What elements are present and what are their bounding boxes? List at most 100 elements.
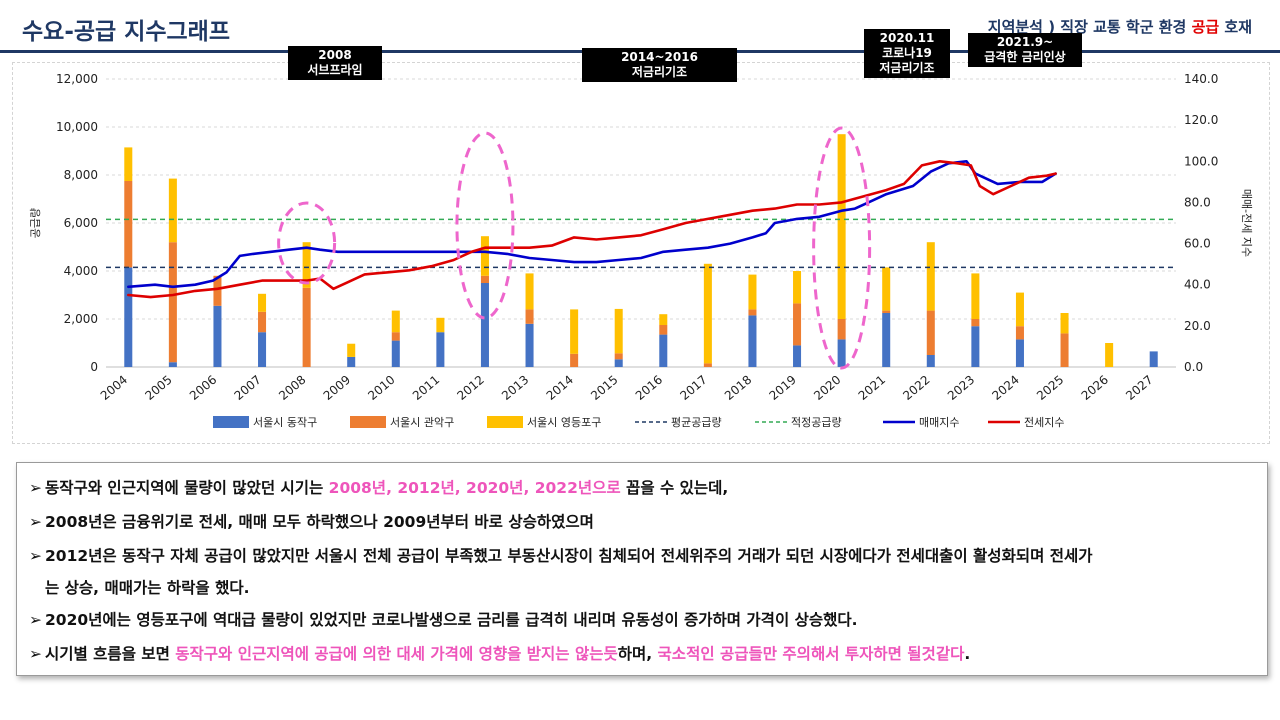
bar-서울시-관악구 [748, 309, 757, 316]
y-right-tick-label: 100.0 [1184, 154, 1218, 168]
x-tick-label: 2011 [410, 373, 442, 403]
y-left-tick-label: 0 [90, 360, 98, 374]
arrow-bullet-icon: ➢ [29, 611, 42, 629]
bar-서울시-관악구 [1060, 333, 1069, 367]
bar-서울시-동작구 [793, 345, 802, 367]
legend-label: 전세지수 [1024, 416, 1064, 429]
x-tick-label: 2027 [1123, 373, 1155, 403]
y-right-tick-label: 140.0 [1184, 72, 1218, 86]
bar-서울시-동작구 [213, 305, 222, 367]
bar-서울시-관악구 [882, 310, 891, 313]
x-tick-label: 2006 [187, 373, 219, 403]
bar-서울시-영등포구 [168, 178, 177, 243]
note-text: 국소적인 공급들만 주의해서 투자하면 될것같다 [657, 645, 965, 663]
y-left-tick-label: 10,000 [56, 120, 98, 134]
x-tick-label: 2014 [544, 373, 576, 403]
bar-서울시-영등포구 [748, 274, 757, 310]
bar-서울시-동작구 [926, 355, 935, 367]
x-tick-label: 2004 [98, 373, 130, 403]
y-right-tick-label: 0.0 [1184, 360, 1203, 374]
y-left-tick-label: 12,000 [56, 72, 98, 86]
bar-서울시-관악구 [614, 353, 623, 360]
x-tick-label: 2018 [722, 373, 754, 403]
note-text: 2008년, 2012년, 2020년, 2022년으로 [328, 479, 621, 497]
x-tick-label: 2015 [588, 373, 620, 403]
highlight-ellipse [812, 126, 872, 370]
bar-서울시-동작구 [480, 283, 489, 367]
bar-서울시-영등포구 [1105, 343, 1114, 367]
bar-서울시-영등포구 [480, 236, 489, 276]
bar-서울시-영등포구 [614, 308, 623, 354]
x-tick-label: 2024 [989, 373, 1021, 403]
bar-서울시-영등포구 [391, 310, 400, 333]
y-right-tick-label: 120.0 [1184, 113, 1218, 127]
bar-서울시-동작구 [168, 362, 177, 367]
bar-서울시-동작구 [258, 332, 267, 367]
bar-서울시-영등포구 [1015, 292, 1024, 327]
event-label-2008: 2008 서브프라임 [288, 46, 382, 80]
bar-서울시-동작구 [525, 323, 534, 367]
note-text: 하며, [617, 645, 658, 663]
bar-서울시-영등포구 [703, 263, 712, 364]
y-right-tick-label: 20.0 [1184, 319, 1211, 333]
bar-서울시-관악구 [302, 287, 311, 367]
bar-서울시-관악구 [926, 310, 935, 355]
note-text: 는 상승, 매매가는 하락을 했다. [45, 579, 250, 597]
legend-label: 서울시 동작구 [253, 416, 317, 429]
bar-서울시-관악구 [659, 325, 668, 335]
legend-label: 평균공급량 [671, 416, 722, 429]
x-tick-label: 2026 [1079, 373, 1111, 403]
x-tick-label: 2021 [856, 373, 888, 403]
note-text: 2020년에는 영등포구에 역대급 물량이 있었지만 코로나발생으로 금리를 급… [45, 611, 858, 629]
y-left-tick-label: 8,000 [64, 168, 98, 182]
bar-서울시-관악구 [837, 319, 846, 340]
legend-label: 적정공급량 [791, 416, 842, 429]
bar-서울시-영등포구 [570, 309, 579, 354]
y-right-tick-label: 80.0 [1184, 195, 1211, 209]
bar-서울시-영등포구 [926, 242, 935, 311]
bar-서울시-동작구 [659, 334, 668, 367]
legend-label: 서울시 영등포구 [527, 416, 601, 429]
header-subtitle: 지역분석 ) 직장 교통 학군 환경 공급 호재 [987, 18, 1252, 36]
note-line: ➢ 2008년은 금융위기로 전세, 매매 모두 하락했으나 2009년부터 바로… [29, 505, 1255, 539]
y-left-tick-label: 6,000 [64, 216, 98, 230]
bar-서울시-영등포구 [436, 317, 445, 333]
page-title: 수요-공급 지수그래프 [22, 19, 230, 45]
event-label-2020: 2020.11 코로나19 저금리기조 [864, 29, 950, 78]
bar-서울시-동작구 [1015, 339, 1024, 367]
bar-서울시-영등포구 [347, 343, 356, 357]
note-text: 동작구와 인근지역에 공급에 의한 대세 가격에 영향을 받지는 않는듯 [175, 645, 618, 663]
y-left-tick-label: 4,000 [64, 264, 98, 278]
bar-서울시-동작구 [837, 339, 846, 367]
x-tick-label: 2019 [767, 373, 799, 403]
x-tick-label: 2013 [499, 373, 531, 403]
note-text: 2012년은 동작구 자체 공급이 많았지만 서울시 전체 공급이 부족했고 부… [45, 547, 1093, 565]
bar-서울시-관악구 [213, 275, 222, 306]
y-right-tick-label: 40.0 [1184, 278, 1211, 292]
bar-서울시-관악구 [525, 309, 534, 324]
bar-서울시-영등포구 [258, 293, 267, 312]
bar-서울시-영등포구 [659, 314, 668, 325]
bar-서울시-관악구 [971, 319, 980, 327]
bar-서울시-관악구 [168, 242, 177, 363]
x-tick-label: 2020 [811, 373, 843, 403]
note-line: 는 상승, 매매가는 하락을 했다. [29, 573, 1255, 603]
bar-서울시-관악구 [124, 181, 133, 268]
bar-서울시-관악구 [570, 353, 579, 367]
x-tick-label: 2007 [232, 373, 264, 403]
bar-서울시-영등포구 [793, 271, 802, 304]
note-text: 시기별 흐름을 보면 [45, 645, 176, 663]
bar-서울시-영등포구 [971, 273, 980, 319]
bar-서울시-관악구 [480, 275, 489, 283]
bar-서울시-동작구 [882, 313, 891, 367]
x-tick-label: 2023 [945, 373, 977, 403]
note-line: ➢ 2020년에는 영등포구에 역대급 물량이 있었지만 코로나발생으로 금리를 … [29, 603, 1255, 637]
note-text: 동작구와 인근지역에 물량이 많았던 시기는 [45, 479, 329, 497]
bar-서울시-동작구 [436, 332, 445, 367]
bar-서울시-영등포구 [882, 267, 891, 311]
supply-index-chart: 0 2,000 4,000 6,000 8,000 10,000 12,000 0.0 20.0… [29, 72, 1253, 429]
x-tick-label: 2016 [633, 373, 665, 403]
event-label-2014-2016: 2014~2016 저금리기조 [582, 48, 737, 82]
arrow-bullet-icon: ➢ [29, 645, 42, 663]
note-line: ➢ 시기별 흐름을 보면 동작구와 인근지역에 공급에 의한 대세 가격에 영향을… [29, 637, 1255, 671]
